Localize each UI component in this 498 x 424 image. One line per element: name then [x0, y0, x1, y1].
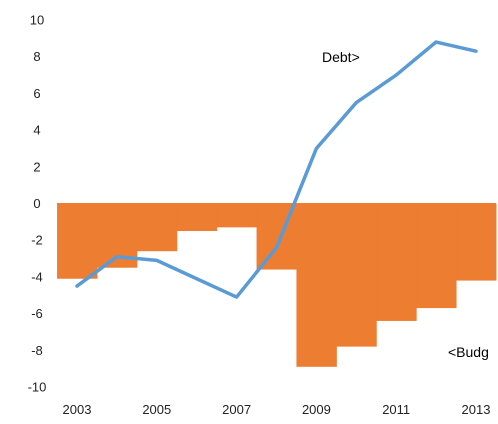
bar-2005	[136, 203, 178, 252]
line-series	[75, 40, 478, 299]
x-tick-label: 2003	[63, 402, 92, 417]
x-tick-label: 2011	[382, 402, 410, 417]
y-tick-label: -4	[31, 269, 43, 284]
bar-2010	[336, 203, 377, 347]
y-tick-label: 10	[30, 13, 44, 28]
bar-2011	[376, 203, 417, 321]
bar-2003	[57, 203, 98, 279]
y-tick-label: 4	[33, 123, 40, 138]
y-tick-label: 0	[33, 196, 40, 211]
bar-2007	[216, 203, 258, 228]
x-tick-label: 2013	[462, 402, 491, 417]
y-tick-label: -10	[28, 380, 47, 395]
x-axis-ticks: 2003 2005 2007 2009 2011 2013	[63, 402, 491, 417]
bar-2009	[296, 203, 337, 367]
y-tick-label: -2	[31, 233, 43, 248]
bar-2013	[456, 203, 497, 281]
y-tick-label: 2	[33, 159, 40, 174]
y-tick-label: -6	[31, 306, 43, 321]
x-tick-label: 2005	[142, 402, 171, 417]
x-tick-label: 2009	[302, 402, 331, 417]
y-axis-ticks: 10 8 6 4 2 0 -2 -4 -6 -8 -10	[28, 13, 47, 395]
bar-2012	[416, 203, 457, 309]
bar-series	[57, 203, 497, 367]
y-tick-label: 8	[33, 49, 40, 64]
y-tick-label: -8	[31, 343, 43, 358]
debt-annotation: Debt>	[322, 49, 360, 65]
y-tick-label: 6	[33, 86, 40, 101]
budget-annotation: <Budg	[448, 344, 489, 360]
x-tick-label: 2007	[222, 402, 251, 417]
bar-2006	[176, 203, 218, 232]
